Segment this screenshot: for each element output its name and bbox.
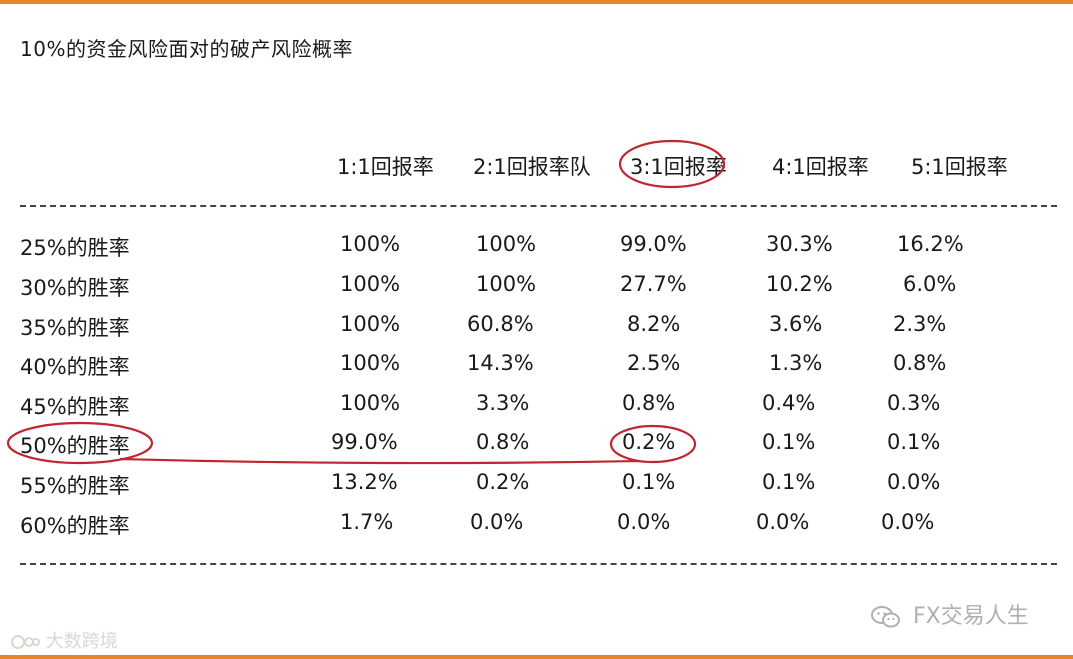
- table-cell: 0.4%: [762, 391, 816, 415]
- table-cell: 2.5%: [627, 351, 681, 375]
- table-title: 10%的资金风险面对的破产风险概率: [20, 37, 353, 61]
- brand-logo-icon: [10, 632, 40, 652]
- table-cell: 100%: [340, 391, 401, 415]
- row-label-55: 55%的胜率: [20, 474, 130, 498]
- column-header-5-1: 5:1回报率: [911, 155, 1008, 179]
- table-cell: 0.1%: [762, 470, 816, 494]
- row-label-50: 50%的胜率: [20, 434, 130, 458]
- table-cell: 13.2%: [331, 470, 398, 494]
- table-cell: 99.0%: [620, 232, 687, 256]
- column-header-1-1: 1:1回报率: [337, 155, 434, 179]
- table-cell: 60.8%: [467, 312, 534, 336]
- table-cell: 0.8%: [476, 430, 530, 454]
- footer-divider: [20, 563, 1057, 565]
- table-cell: 0.1%: [887, 430, 941, 454]
- row-label-25: 25%的胜率: [20, 236, 130, 260]
- watermark-left-text: 大数跨境: [45, 631, 118, 652]
- table-cell: 1.7%: [340, 510, 394, 534]
- watermark-right: FX交易人生: [870, 598, 1029, 630]
- row-label-35: 35%的胜率: [20, 316, 130, 340]
- table-cell: 2.3%: [893, 312, 947, 336]
- row-label-40: 40%的胜率: [20, 355, 130, 379]
- table-cell: 100%: [476, 232, 537, 256]
- table-cell: 100%: [476, 272, 537, 296]
- table-cell: 3.6%: [769, 312, 823, 336]
- table-cell: 3.3%: [476, 391, 530, 415]
- top-border: [0, 0, 1073, 4]
- table-cell: 0.3%: [887, 391, 941, 415]
- table-cell: 1.3%: [769, 351, 823, 375]
- table-cell: 10.2%: [766, 272, 833, 296]
- table-cell: 0.0%: [756, 510, 810, 534]
- table-cell: 30.3%: [766, 232, 833, 256]
- row-label-45: 45%的胜率: [20, 395, 130, 419]
- table-cell: 6.0%: [903, 272, 957, 296]
- watermark-left: 大数跨境: [10, 627, 118, 653]
- table-cell: 0.1%: [762, 430, 816, 454]
- table-cell: 0.8%: [622, 391, 676, 415]
- column-header-3-1: 3:1回报率: [630, 155, 727, 179]
- table-cell: 100%: [340, 312, 401, 336]
- table-cell: 99.0%: [331, 430, 398, 454]
- table-cell: 0.2%: [622, 430, 676, 454]
- table-cell: 27.7%: [620, 272, 687, 296]
- column-header-2-1: 2:1回报率队: [473, 155, 591, 179]
- table-cell: 100%: [340, 272, 401, 296]
- table-cell: 0.1%: [622, 470, 676, 494]
- row-label-30: 30%的胜率: [20, 276, 130, 300]
- table-cell: 0.2%: [476, 470, 530, 494]
- table-cell: 100%: [340, 232, 401, 256]
- watermark-right-text: FX交易人生: [913, 604, 1029, 629]
- row-label-60: 60%的胜率: [20, 514, 130, 538]
- table-cell: 16.2%: [897, 232, 964, 256]
- connector-line: [119, 457, 641, 465]
- table-cell: 0.0%: [470, 510, 524, 534]
- bottom-border: [0, 655, 1073, 659]
- header-divider: [20, 205, 1057, 207]
- table-cell: 0.0%: [617, 510, 671, 534]
- column-header-4-1: 4:1回报率: [772, 155, 869, 179]
- table-cell: 0.0%: [887, 470, 941, 494]
- table-cell: 100%: [340, 351, 401, 375]
- table-cell: 8.2%: [627, 312, 681, 336]
- wechat-icon: [870, 604, 902, 630]
- table-cell: 14.3%: [467, 351, 534, 375]
- table-cell: 0.8%: [893, 351, 947, 375]
- table-cell: 0.0%: [881, 510, 935, 534]
